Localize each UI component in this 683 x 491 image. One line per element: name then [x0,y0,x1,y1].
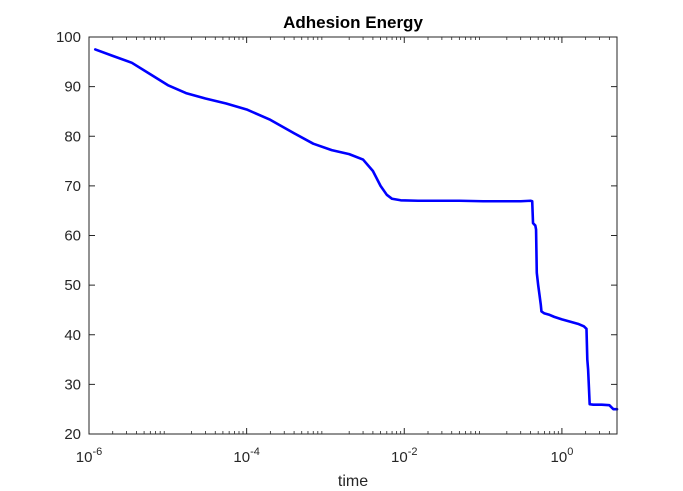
y-tick-label: 40 [64,327,81,344]
y-tick-labels: 20 30 40 50 60 70 80 90 100 [56,29,81,443]
y-tick-label: 20 [64,426,81,443]
y-tick-label: 30 [64,376,81,393]
x-tick-label: 10-2 [391,446,417,466]
y-tick-label: 70 [64,178,81,195]
y-tick-label: 50 [64,277,81,294]
x-tick-labels: 10-6 10-4 10-2 100 [76,446,574,466]
data-series-line [93,48,619,411]
x-tick-label: 10-6 [76,446,102,466]
plot-area [89,37,617,434]
chart-title: Adhesion Energy [283,13,423,32]
x-tick-label: 10-4 [233,446,259,466]
x-tick-label: 100 [551,446,574,466]
y-tick-label: 90 [64,79,81,96]
y-tick-label: 80 [64,128,81,145]
x-axis-label: time [338,473,368,490]
y-tick-label: 100 [56,29,81,46]
plot-frame [88,36,618,435]
y-tick-label: 60 [64,228,81,245]
